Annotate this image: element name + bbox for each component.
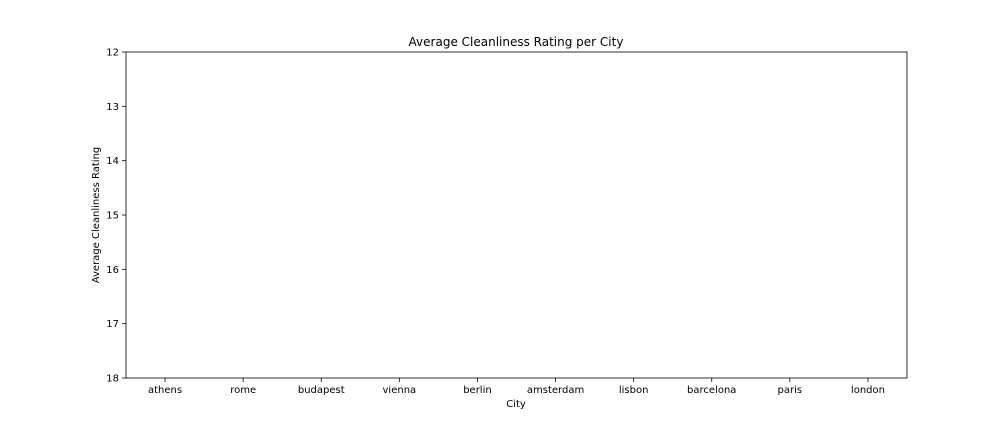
- y-tick-label-18: 18: [106, 374, 119, 385]
- chart-title: Average Cleanliness Rating per City: [409, 35, 624, 49]
- x-tick-label-london: london: [851, 385, 885, 396]
- x-tick-label-paris: paris: [778, 385, 803, 396]
- y-tick-label-12: 12: [106, 48, 119, 59]
- x-tick-label-rome: rome: [230, 385, 256, 396]
- x-tick-label-budapest: budapest: [298, 385, 345, 396]
- x-tick-label-amsterdam: amsterdam: [527, 385, 584, 396]
- plot-area: [125, 51, 908, 379]
- x-tick-label-barcelona: barcelona: [687, 385, 736, 396]
- x-axis: athens rome budapest vienna berlin amsterdam l…: [148, 378, 885, 396]
- y-tick-label-13: 13: [106, 102, 119, 113]
- x-axis-label: City: [506, 399, 526, 410]
- y-axis: 12 13 14 15 16 17 18: [106, 48, 126, 385]
- y-tick-label-16: 16: [106, 265, 119, 276]
- x-tick-label-vienna: vienna: [383, 385, 417, 396]
- y-tick-label-17: 17: [106, 319, 119, 330]
- x-tick-label-berlin: berlin: [463, 385, 492, 396]
- y-axis-label: Average Cleanliness Rating: [91, 147, 102, 284]
- x-tick-label-athens: athens: [148, 385, 182, 396]
- y-tick-label-14: 14: [106, 156, 119, 167]
- x-tick-label-lisbon: lisbon: [619, 385, 649, 396]
- plot-frame: [125, 51, 908, 379]
- y-tick-label-15: 15: [106, 211, 119, 222]
